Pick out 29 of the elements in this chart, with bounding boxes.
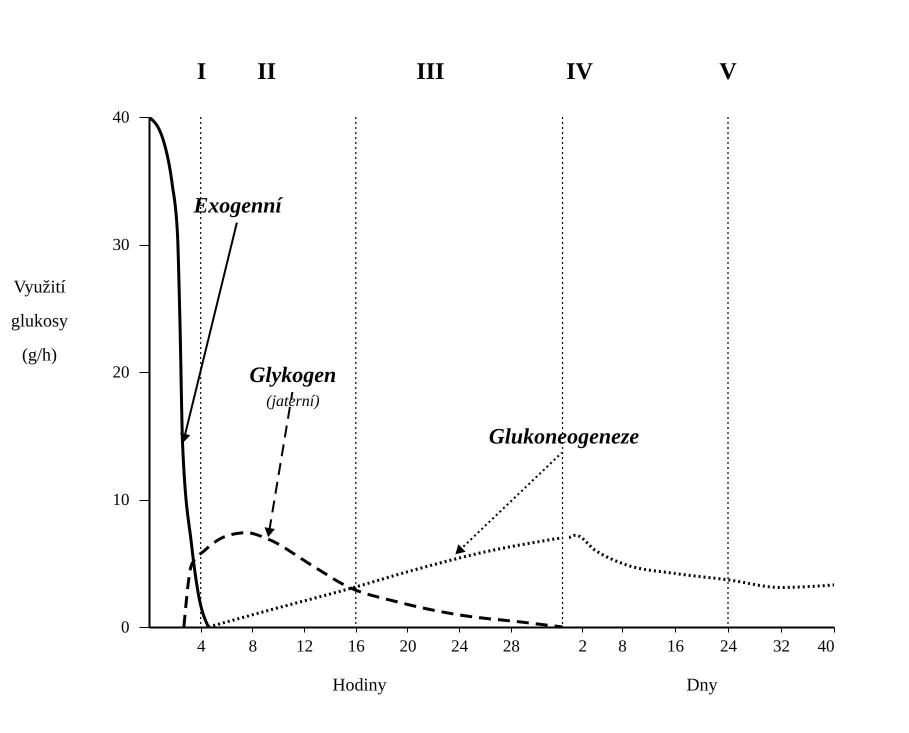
x-tick-label: 16 — [348, 636, 365, 656]
x-axis-title: Hodiny — [332, 674, 386, 694]
text: II — [257, 59, 276, 85]
y-tick-label: 0 — [121, 618, 130, 636]
x-tick-label: 8 — [248, 636, 258, 656]
x-tick-label: 16 — [667, 636, 684, 656]
text: V — [719, 59, 738, 85]
y-tick-label: 30 — [112, 235, 130, 254]
annotation: Exogenní — [192, 192, 284, 218]
y-tick-label: 20 — [112, 362, 130, 382]
x-tick-label: 24 — [451, 636, 469, 656]
x-tick-label: 40 — [818, 636, 834, 656]
x-tick-label: 2 — [578, 636, 587, 656]
x-axis-title: Dny — [686, 674, 718, 694]
text: III — [416, 59, 444, 85]
y-axis-title: Využití glukosy (g/h) — [10, 276, 68, 364]
x-tick-label: 20 — [399, 636, 416, 656]
text: I — [196, 59, 206, 85]
y-tick-label: 40 — [112, 108, 130, 126]
x-tick-label: 4 — [196, 636, 206, 656]
x-tick-label: 24 — [720, 636, 738, 656]
annotation: Glukoneogeneze — [488, 424, 640, 449]
x-tick-label: 32 — [773, 636, 790, 656]
text: IV — [566, 59, 594, 85]
x-tick-label: 12 — [296, 636, 314, 656]
y-tick-label: 10 — [112, 490, 130, 509]
annotation: Glykogen (jaterní) — [250, 362, 336, 410]
x-tick-label: 28 — [502, 636, 520, 656]
x-tick-label: 8 — [618, 636, 627, 656]
